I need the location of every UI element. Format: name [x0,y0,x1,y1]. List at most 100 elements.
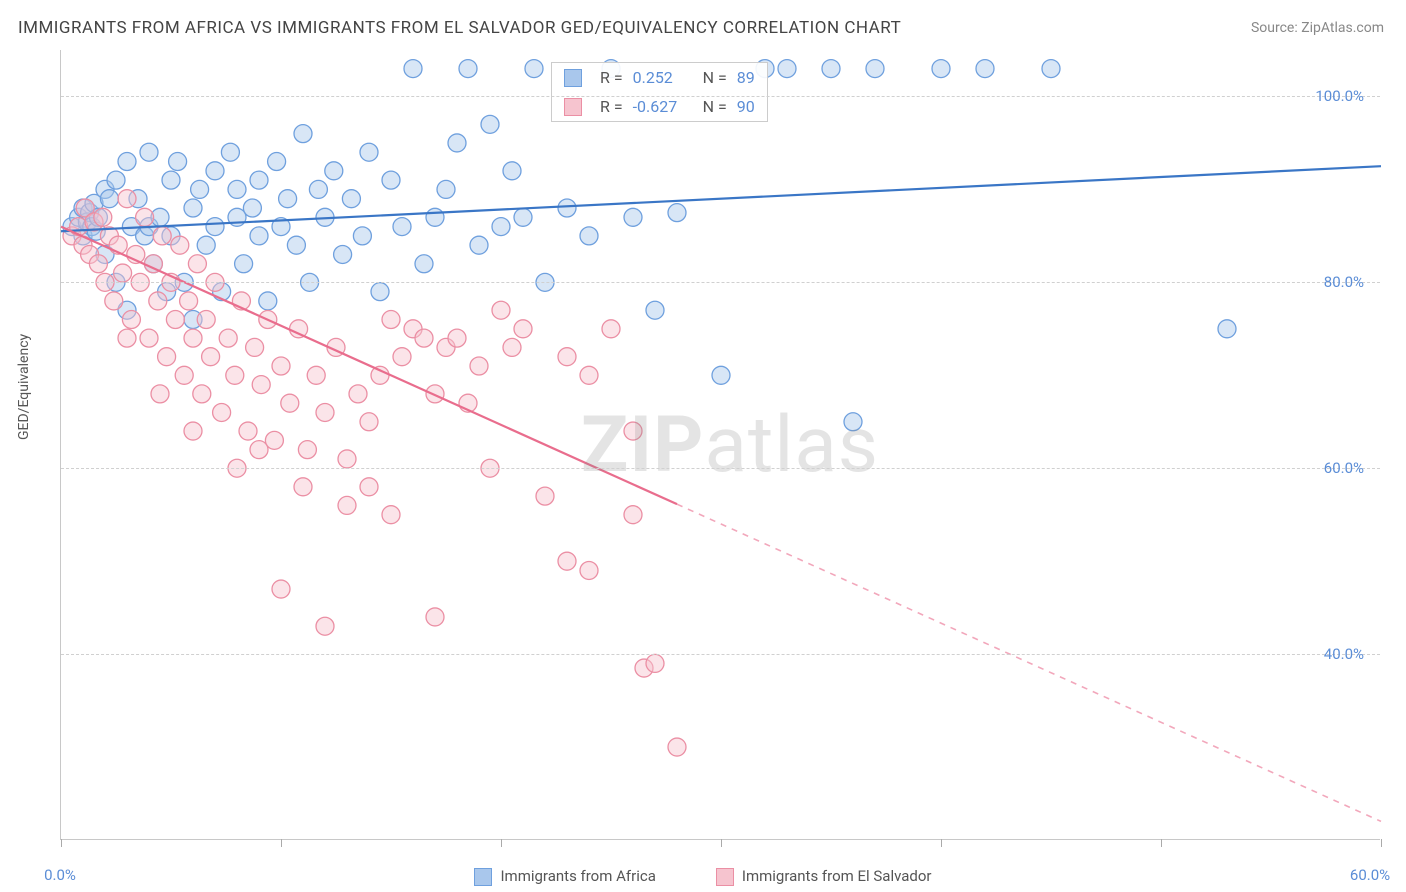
scatter-point [437,180,455,198]
scatter-point [353,227,371,245]
scatter-point [382,311,400,329]
gridline [61,96,1380,97]
scatter-point [371,366,389,384]
scatter-point [140,329,158,347]
trend-line-extrapolated [677,504,1381,821]
scatter-point [503,338,521,356]
scatter-point [382,506,400,524]
scatter-point [158,348,176,366]
scatter-point [239,422,257,440]
scatter-point [206,162,224,180]
scatter-point [219,329,237,347]
scatter-point [470,236,488,254]
legend-swatch [716,868,734,886]
y-tick-label: 80.0% [1324,273,1364,291]
stat-r-label: R = [600,68,623,87]
legend-swatch [564,69,582,87]
scatter-point [281,394,299,412]
scatter-point [404,60,422,78]
scatter-point [259,292,277,310]
stat-n-label: N = [703,97,727,116]
scatter-point [316,403,334,421]
scatter-point [558,199,576,217]
x-tick [501,839,502,847]
scatter-point [536,487,554,505]
scatter-point [1218,320,1236,338]
scatter-point [279,190,297,208]
scatter-point [107,171,125,189]
scatter-point [243,199,261,217]
scatter-point [252,376,270,394]
scatter-point [100,190,118,208]
scatter-point [580,561,598,579]
scatter-point [114,264,132,282]
scatter-point [235,255,253,273]
chart-title: IMMIGRANTS FROM AFRICA VS IMMIGRANTS FRO… [18,18,901,38]
scatter-point [503,162,521,180]
x-tick [1381,839,1382,847]
scatter-point [844,413,862,431]
scatter-point [580,366,598,384]
scatter-point [712,366,730,384]
scatter-point [166,311,184,329]
scatter-point [171,236,189,254]
scatter-point [470,357,488,375]
scatter-point [294,125,312,143]
scatter-point [338,496,356,514]
scatter-point [624,208,642,226]
scatter-point [202,348,220,366]
scatter-point [580,227,598,245]
gridline [61,654,1380,655]
scatter-point [426,385,444,403]
scatter-point [105,292,123,310]
scatter-point [778,60,796,78]
scatter-point [866,60,884,78]
scatter-point [448,134,466,152]
scatter-point [393,348,411,366]
x-tick [61,839,62,847]
gridline [61,468,1380,469]
scatter-point [646,654,664,672]
legend-stat-row: R =0.252N =89 [552,63,767,92]
scatter-point [206,218,224,236]
scatter-point [118,329,136,347]
scatter-point [94,208,112,226]
stat-n-value: 90 [737,97,755,116]
scatter-point [382,171,400,189]
gridline [61,282,1380,283]
scatter-point [525,60,543,78]
stat-r-value: -0.627 [633,97,693,116]
scatter-point [191,180,209,198]
scatter-point [360,143,378,161]
scatter-point [349,385,367,403]
scatter-point [184,422,202,440]
scatter-point [169,153,187,171]
scatter-point [197,311,215,329]
scatter-point [180,292,198,310]
x-tick [721,839,722,847]
scatter-point [175,366,193,384]
scatter-point [426,608,444,626]
x-tick [281,839,282,847]
scatter-point [290,320,308,338]
legend-stat-box: R =0.252N =89R = -0.627 N = 90 [551,62,768,122]
scatter-point [459,60,477,78]
scatter-point [118,190,136,208]
scatter-point [298,441,316,459]
scatter-point [136,208,154,226]
y-axis-label: GED/Equivalency [16,334,32,440]
scatter-point [118,153,136,171]
scatter-point [646,301,664,319]
scatter-point [415,255,433,273]
scatter-point [393,218,411,236]
scatter-point [558,348,576,366]
scatter-point [250,441,268,459]
scatter-point [221,143,239,161]
scatter-point [193,385,211,403]
stat-n-label: N = [703,68,727,87]
scatter-point [492,301,510,319]
scatter-point [415,329,433,347]
scatter-point [334,245,352,263]
scatter-point [250,171,268,189]
scatter-point [153,227,171,245]
